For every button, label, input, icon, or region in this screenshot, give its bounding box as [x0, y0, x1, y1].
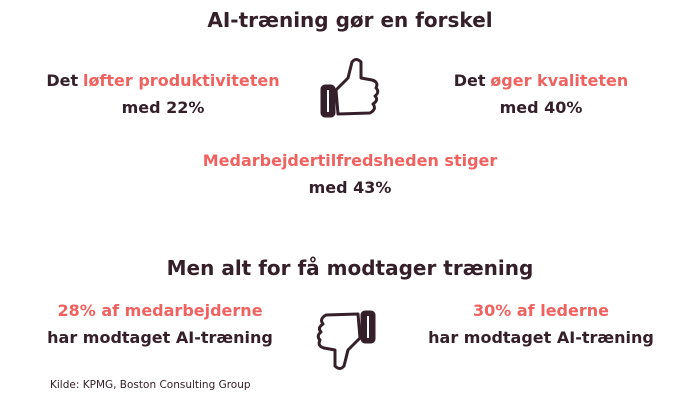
- stat: 28% af medarbejderne har modtaget AI-træ…: [0, 297, 320, 351]
- stat-highlight: 28% af medarbejderne: [57, 301, 263, 320]
- stat-highlight: 30% af lederne: [473, 301, 609, 320]
- stat: 30% af lederne har modtaget AI-træning: [381, 297, 700, 351]
- stat: Det øger kvaliteten med 40%: [381, 67, 700, 121]
- stat-detail: har modtaget AI-træning: [428, 328, 654, 347]
- stat-highlight: øger kvaliteten: [490, 71, 629, 90]
- stat-prefix: Det: [453, 71, 486, 90]
- stat-prefix: Det: [46, 71, 79, 90]
- stat-detail: har modtaget AI-træning: [47, 328, 273, 347]
- stat-line: Det løfter produktiviteten: [3, 67, 323, 94]
- thumb-up-icon: [320, 58, 380, 118]
- stat-highlight: løfter produktiviteten: [82, 71, 280, 90]
- source: Kilde: KPMG, Boston Consulting Group: [50, 379, 251, 391]
- stat-detail: med 22%: [121, 98, 205, 117]
- stat-detail: med 43%: [308, 178, 392, 197]
- section-title: Men alt for få modtager træning: [166, 256, 534, 280]
- stat-line: Det øger kvaliteten: [381, 67, 700, 94]
- stat: Det løfter produktiviteten med 22%: [3, 67, 323, 121]
- title: AI-træning gør en forskel: [207, 8, 493, 32]
- thumb-down-icon: [316, 310, 376, 370]
- stat: Medarbejdertilfredsheden stiger med 43%: [190, 147, 510, 201]
- stat-highlight: Medarbejdertilfredsheden stiger: [202, 151, 498, 170]
- stat-detail: med 40%: [499, 98, 583, 117]
